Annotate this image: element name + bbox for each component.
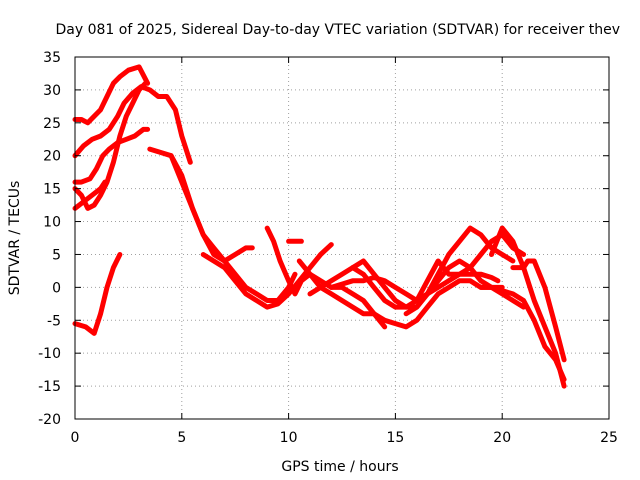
x-tick-label: 15	[386, 430, 404, 446]
y-tick-label: 35	[43, 50, 61, 66]
y-tick-label: -15	[38, 379, 61, 395]
y-tick-label: -20	[38, 412, 61, 428]
series-line-track-17	[489, 225, 567, 389]
series-line-track-12	[296, 258, 505, 330]
y-tick-label: 10	[43, 215, 61, 231]
x-tick-label: 25	[600, 430, 618, 446]
y-tick-label: 0	[52, 280, 61, 296]
axis-ticks	[74, 56, 610, 420]
grid-lines	[75, 57, 609, 419]
chart-title: Day 081 of 2025, Sidereal Day-to-day VTE…	[56, 22, 620, 38]
series-line-track-5	[72, 80, 148, 211]
y-tick-label: -5	[47, 313, 61, 329]
series-line-track-19	[510, 258, 567, 363]
x-tick-label: 5	[177, 430, 186, 446]
series-line-track-18	[478, 284, 567, 382]
y-tick-label: 15	[43, 182, 61, 198]
x-axis-label: GPS time / hours	[281, 459, 398, 475]
x-tick-label: 10	[280, 430, 298, 446]
series-line-track-2	[72, 64, 151, 126]
plot-frame	[74, 56, 610, 420]
x-tick-label: 20	[493, 430, 511, 446]
series-line-track-13	[307, 225, 516, 310]
tick-labels: 0 5 10 15 20 25 -20 -15 -10 -5 0 5 10 15 20 25 30 35	[38, 50, 618, 446]
y-tick-label: 25	[43, 116, 61, 132]
y-tick-label: 5	[52, 247, 61, 263]
series-line-track-3	[72, 84, 193, 165]
y-tick-label: 30	[43, 83, 61, 99]
series-line-track-6	[72, 179, 108, 211]
series-line-track-9	[200, 242, 334, 310]
y-axis-label: SDTVAR / TECUs	[7, 181, 23, 296]
series-line-track-7	[147, 146, 255, 264]
series-line-track-16	[403, 271, 501, 317]
x-tick-label: 0	[71, 430, 80, 446]
series-group	[72, 64, 567, 389]
y-tick-label: 20	[43, 149, 61, 165]
series-line-track-4	[72, 126, 151, 185]
series-line-track-1	[72, 252, 123, 336]
y-tick-label: -10	[38, 346, 61, 362]
